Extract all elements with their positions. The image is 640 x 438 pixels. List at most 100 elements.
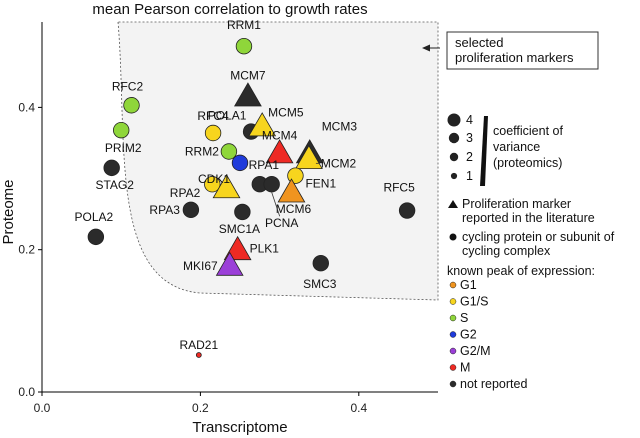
legend-size-dot-2 bbox=[449, 152, 459, 162]
legend-triangle-line-1: Proliferation marker bbox=[462, 197, 571, 211]
point-labels: RRM1 RFC2 PRIM2 STAG2 POLA2 MCM7 POLA1 MCM5 RFC4… bbox=[75, 18, 416, 352]
point-label-rrm2: RRM2 bbox=[185, 145, 219, 159]
point-label-mcm7: MCM7 bbox=[230, 69, 266, 83]
y-tick-label: 0.2 bbox=[18, 243, 35, 257]
x-axis-title: Transcriptome bbox=[192, 419, 287, 436]
legend-phase-label: G2 bbox=[460, 328, 477, 342]
point-label-rfc2: RFC2 bbox=[112, 79, 144, 93]
legend-phase-dot bbox=[449, 298, 457, 305]
point-label-mcm6: MCM6 bbox=[276, 202, 312, 216]
callout-line-1: selected bbox=[455, 35, 503, 50]
point-label-smc1a: SMC1A bbox=[219, 222, 260, 236]
point-rfc5 bbox=[398, 202, 416, 219]
point-smc1a bbox=[234, 203, 251, 221]
point-label-pola1: POLA1 bbox=[208, 109, 247, 123]
y-tick-label: 0.4 bbox=[18, 100, 35, 114]
point-mcm5 bbox=[248, 112, 277, 137]
legend-size-title-1: variance bbox=[493, 140, 540, 154]
legend-phase-label: M bbox=[460, 361, 470, 375]
point-label-rpa3: RPA3 bbox=[149, 203, 180, 217]
point-unlabeled bbox=[212, 174, 241, 199]
legend-phase-label: G1 bbox=[460, 278, 477, 292]
legend-size-dot-4 bbox=[447, 113, 461, 127]
y-tick-label: 0.0 bbox=[18, 385, 35, 399]
x-tick-label: 0.0 bbox=[34, 401, 51, 415]
callout-line-2: proliferation markers bbox=[455, 50, 574, 65]
point-mki67 bbox=[215, 251, 244, 276]
point-label-smc3: SMC3 bbox=[303, 277, 337, 291]
legend-size-wedge bbox=[480, 116, 488, 186]
chart-title: mean Pearson correlation to growth rates bbox=[92, 1, 367, 18]
point-rpa3 bbox=[182, 201, 200, 219]
point-label-plk1: PLK1 bbox=[250, 241, 280, 255]
point-cdk1 bbox=[231, 154, 249, 172]
legend-phase-dot bbox=[449, 364, 457, 371]
point-label-pola2: POLA2 bbox=[75, 210, 114, 224]
point-label-rad21: RAD21 bbox=[179, 338, 218, 352]
point-prim2 bbox=[112, 121, 130, 139]
point-label-fen1: FEN1 bbox=[305, 177, 336, 191]
point-label-mki67: MKI67 bbox=[183, 259, 218, 273]
point-mcm4 bbox=[265, 139, 294, 164]
legend-triangle-icon bbox=[448, 200, 458, 208]
legend-circle-line-2: cycling complex bbox=[462, 244, 551, 258]
legend-size-title-2: (proteomics) bbox=[493, 156, 562, 170]
legend-size-dot-1 bbox=[450, 172, 458, 180]
point-label-rfc5: RFC5 bbox=[383, 181, 415, 195]
point-stag2 bbox=[103, 159, 120, 177]
legend-phase-dot bbox=[449, 347, 457, 355]
axes: 0.0 0.2 0.4 0.0 0.2 0.4 bbox=[18, 22, 438, 415]
legend-circle-line-1: cycling protein or subunit of bbox=[462, 230, 615, 244]
legend-size-label-1: 1 bbox=[466, 169, 473, 183]
point-label-cdk1: CDK1 bbox=[198, 172, 230, 186]
point-label-rfc4: RFC4 bbox=[197, 109, 229, 123]
point-label-rpa1: RPA1 bbox=[249, 158, 280, 172]
legend-phase-dot bbox=[449, 331, 457, 338]
legend-phase-dot bbox=[449, 281, 457, 289]
point-rrm1 bbox=[235, 37, 253, 55]
point-pola2 bbox=[87, 228, 105, 246]
point-rad21 bbox=[195, 352, 202, 358]
legend-size-label-3: 3 bbox=[466, 131, 473, 145]
legend-phase-title: known peak of expression: bbox=[447, 264, 595, 278]
point-smc3 bbox=[312, 255, 329, 272]
data-points bbox=[87, 37, 416, 358]
legend-size-dot-3 bbox=[448, 132, 460, 144]
y-axis-title: Proteome bbox=[0, 179, 17, 244]
point-rrm2 bbox=[220, 143, 238, 160]
x-tick-label: 0.2 bbox=[192, 401, 209, 415]
point-label-mcm2: MCM2 bbox=[321, 156, 357, 170]
legend-phase-label: G1/S bbox=[460, 295, 489, 309]
point-label-rrm1: RRM1 bbox=[227, 18, 261, 32]
legend-size-label-4: 4 bbox=[466, 113, 473, 127]
point-label-mcm4: MCM4 bbox=[262, 129, 298, 143]
point-pcna bbox=[263, 176, 280, 193]
legend-phase-dot bbox=[449, 380, 457, 388]
x-tick-label: 0.4 bbox=[350, 401, 367, 415]
point-label-rpa2: RPA2 bbox=[170, 186, 201, 200]
point-label-pcna: PCNA bbox=[265, 216, 298, 230]
legend-size-label-2: 2 bbox=[466, 150, 473, 164]
point-label-prim2: PRIM2 bbox=[105, 141, 142, 155]
pcna-leader bbox=[271, 192, 281, 217]
point-mcm7 bbox=[233, 82, 262, 107]
point-label-stag2: STAG2 bbox=[95, 178, 134, 192]
point-label-mcm5: MCM5 bbox=[268, 106, 304, 120]
legend-circle-icon bbox=[449, 233, 457, 241]
point-rfc2 bbox=[123, 97, 140, 114]
point-mcm2 bbox=[294, 144, 323, 169]
legend-triangle-line-2: reported in the literature bbox=[462, 211, 595, 225]
callout-arrow-head bbox=[422, 44, 430, 52]
point-rfc4 bbox=[204, 124, 222, 142]
point-mcm6 bbox=[277, 178, 306, 203]
point-label-mcm3: MCM3 bbox=[322, 120, 358, 134]
point-rpa2 bbox=[204, 176, 221, 193]
legend-phase-label: G2/M bbox=[460, 344, 491, 358]
legend: 4 3 2 1 coefficient of variance (proteomics) Pr… bbox=[447, 113, 615, 391]
legend-phase-label: not reported bbox=[460, 377, 527, 391]
legend-size-title-0: coefficient of bbox=[493, 124, 563, 138]
callout-frame bbox=[446, 31, 599, 70]
legend-phase-label: S bbox=[460, 311, 468, 325]
